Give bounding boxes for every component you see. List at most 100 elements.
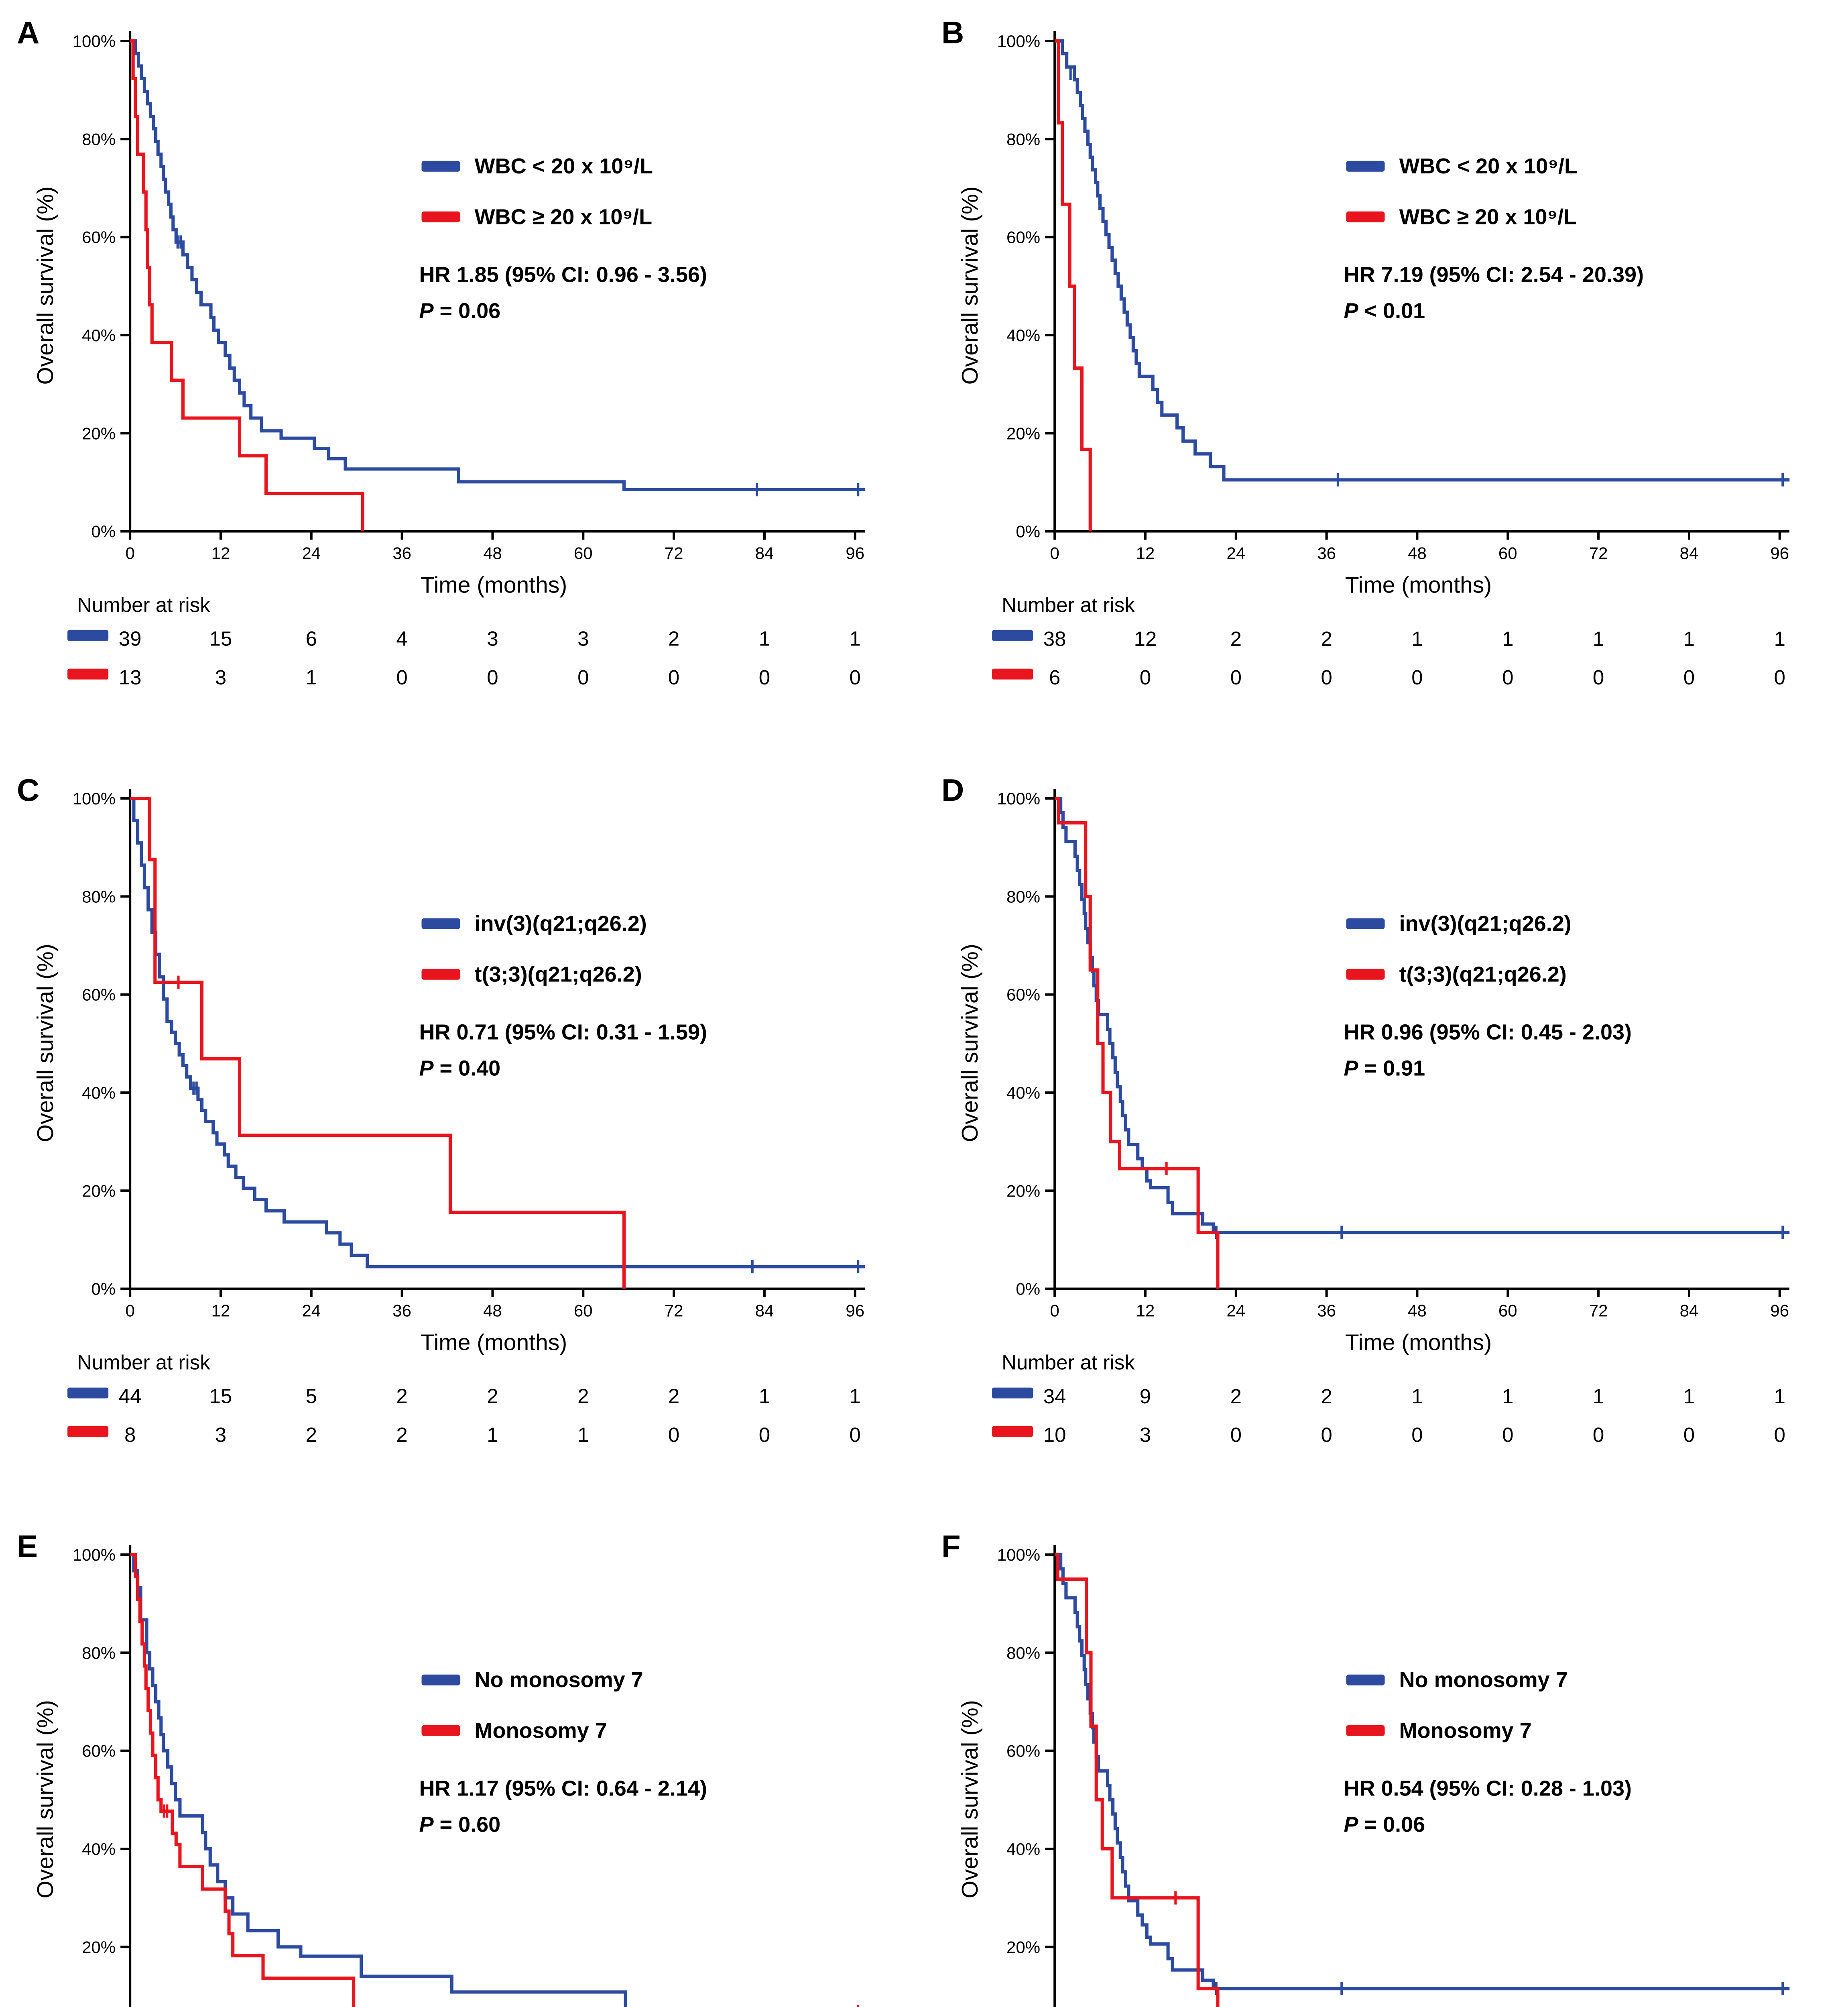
at-risk-swatch xyxy=(992,1425,1033,1437)
legend-swatch xyxy=(1346,918,1384,929)
at-risk-swatch xyxy=(992,668,1033,680)
at-risk-value: 0 xyxy=(850,1423,861,1445)
legend-swatch xyxy=(421,968,460,979)
y-tick-label: 60% xyxy=(82,1742,116,1761)
y-tick-label: 20% xyxy=(1006,1938,1040,1956)
at-risk-value: 3 xyxy=(487,627,498,650)
at-risk-value: 1 xyxy=(487,1423,498,1445)
stats-p-label: P xyxy=(1343,1812,1358,1836)
y-tick-label: 40% xyxy=(82,1840,116,1858)
at-risk-value: 1 xyxy=(759,1384,770,1407)
at-risk-title: Number at risk xyxy=(77,594,210,617)
legend-swatch xyxy=(421,161,460,172)
y-tick-label: 0% xyxy=(1015,1279,1040,1298)
at-risk-value: 0 xyxy=(668,666,679,689)
at-risk-value: 2 xyxy=(1230,627,1241,650)
panel-letter: A xyxy=(17,15,39,50)
y-tick-label: 80% xyxy=(82,887,116,906)
series-0-curve xyxy=(1054,1553,1789,1991)
at-risk-swatch xyxy=(67,1387,109,1398)
series-0-curve xyxy=(130,39,865,491)
at-risk-value: 10 xyxy=(1043,1423,1066,1445)
y-tick-label: 20% xyxy=(82,1181,116,1200)
stats-p-label: P xyxy=(1343,1056,1358,1080)
legend-swatch xyxy=(1346,1725,1384,1736)
y-tick-label: 60% xyxy=(82,985,116,1004)
x-tick-label: 48 xyxy=(483,544,502,563)
legend-label: t(3;3)(q21;q26.2) xyxy=(1399,962,1566,986)
x-tick-label: 60 xyxy=(1498,1301,1517,1319)
x-tick-label: 0 xyxy=(125,1301,134,1319)
legend-label: WBC < 20 x 10⁹/L xyxy=(475,154,653,178)
stats-p: P = 0.40 xyxy=(419,1056,500,1080)
x-tick-label: 60 xyxy=(1498,544,1517,563)
at-risk-value: 3 xyxy=(215,666,226,689)
panel-B: B Overall survival (%) 100% 80% 60% 40% 20% 0% 0… xyxy=(924,0,1848,757)
series-0-curve xyxy=(1054,796,1789,1234)
y-tick-label: 100% xyxy=(73,789,116,808)
x-tick-label: 60 xyxy=(574,544,593,563)
at-risk-value: 8 xyxy=(124,1423,136,1445)
at-risk-value: 0 xyxy=(850,666,861,689)
stats-hr: HR 0.96 (95% CI: 0.45 - 2.03) xyxy=(1343,1020,1631,1044)
at-risk-value: 0 xyxy=(1230,1423,1241,1445)
y-tick-label: 20% xyxy=(1006,424,1040,443)
stats-hr: HR 0.54 (95% CI: 0.28 - 1.03) xyxy=(1343,1776,1631,1800)
y-tick-label: 0% xyxy=(1015,522,1040,541)
at-risk-value: 3 xyxy=(215,1423,226,1445)
legend-label: WBC < 20 x 10⁹/L xyxy=(1399,154,1577,178)
at-risk-value: 34 xyxy=(1043,1384,1066,1407)
panel-letter: D xyxy=(941,772,964,807)
series-1-curve xyxy=(1054,1553,1219,2007)
at-risk-value: 0 xyxy=(1411,666,1422,689)
legend-swatch xyxy=(421,1674,460,1685)
at-risk-value: 0 xyxy=(1683,1423,1694,1445)
stats-hr: HR 7.19 (95% CI: 2.54 - 20.39) xyxy=(1343,263,1643,287)
stats-p-label: P xyxy=(1343,299,1358,323)
at-risk-value: 0 xyxy=(1774,666,1785,689)
x-tick-label: 48 xyxy=(1407,544,1426,563)
y-tick-label: 0% xyxy=(91,522,116,541)
x-tick-label: 36 xyxy=(392,544,411,563)
x-tick-label: 84 xyxy=(1679,1301,1698,1319)
stats-p-label: P xyxy=(419,1056,434,1080)
at-risk-value: 0 xyxy=(1502,1423,1513,1445)
at-risk-value: 0 xyxy=(396,666,407,689)
at-risk-value: 1 xyxy=(1592,627,1604,650)
legend-label: WBC ≥ 20 x 10⁹/L xyxy=(475,205,653,229)
at-risk-value: 1 xyxy=(1774,1384,1785,1407)
at-risk-swatch xyxy=(67,630,109,641)
at-risk-swatch xyxy=(992,1387,1033,1398)
x-tick-label: 48 xyxy=(483,1301,502,1319)
y-tick-label: 80% xyxy=(1006,130,1040,149)
series-1-curve xyxy=(1054,796,1219,1288)
y-tick-label: 100% xyxy=(73,32,116,51)
at-risk-value: 0 xyxy=(1774,1423,1785,1445)
x-tick-label: 12 xyxy=(211,544,230,563)
y-tick-label: 40% xyxy=(1006,1840,1040,1858)
x-tick-label: 96 xyxy=(1770,1301,1789,1319)
at-risk-value: 6 xyxy=(306,627,317,650)
at-risk-value: 1 xyxy=(1411,1384,1422,1407)
at-risk-value: 2 xyxy=(306,1423,317,1445)
at-risk-value: 15 xyxy=(209,627,232,650)
at-risk-value: 6 xyxy=(1049,666,1060,689)
at-risk-value: 4 xyxy=(396,627,407,650)
y-tick-label: 40% xyxy=(82,1083,116,1102)
at-risk-value: 0 xyxy=(1592,666,1604,689)
y-tick-label: 40% xyxy=(82,326,116,345)
stats-hr: HR 1.85 (95% CI: 0.96 - 3.56) xyxy=(419,263,707,287)
x-axis-title: Time (months) xyxy=(421,1329,567,1355)
x-axis-title: Time (months) xyxy=(1345,1329,1491,1355)
x-tick-label: 12 xyxy=(1136,1301,1155,1319)
at-risk-value: 39 xyxy=(119,627,142,650)
at-risk-value: 2 xyxy=(1230,1384,1241,1407)
at-risk-value: 0 xyxy=(1230,666,1241,689)
at-risk-value: 2 xyxy=(1320,627,1332,650)
y-tick-label: 60% xyxy=(1006,228,1040,247)
x-tick-label: 0 xyxy=(1049,1301,1059,1319)
stats-p: P = 0.91 xyxy=(1343,1056,1425,1080)
x-tick-label: 36 xyxy=(1317,1301,1336,1319)
